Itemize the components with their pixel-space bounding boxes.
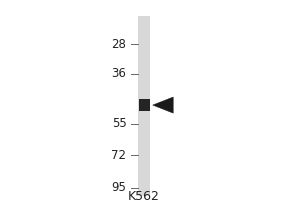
Bar: [139, 99, 150, 111]
Text: K562: K562: [128, 190, 160, 200]
Polygon shape: [153, 97, 173, 113]
Text: 55: 55: [112, 117, 127, 130]
Text: 28: 28: [112, 38, 127, 51]
Text: 72: 72: [112, 149, 127, 162]
Text: 36: 36: [112, 67, 127, 80]
Bar: [138, 16, 150, 196]
Text: 95: 95: [112, 181, 127, 194]
